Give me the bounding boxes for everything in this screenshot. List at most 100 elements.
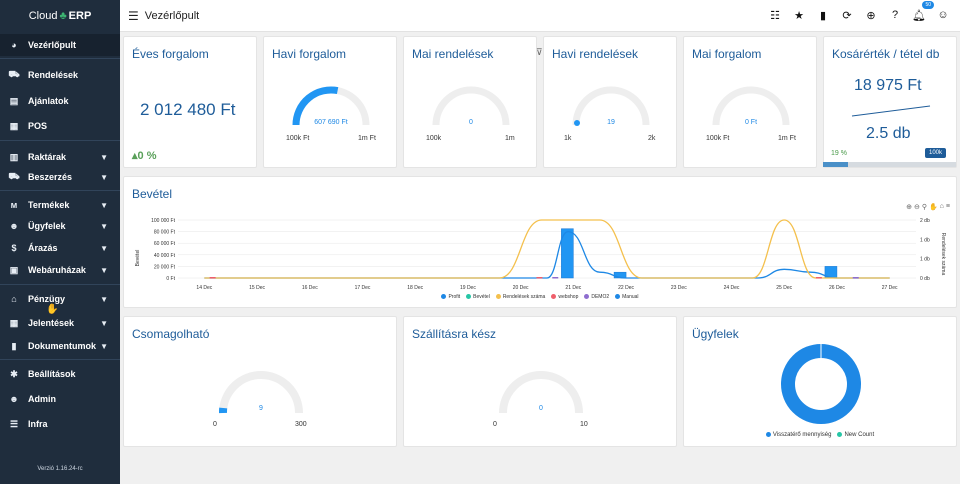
user-account-icon[interactable]: ☺ [937, 9, 949, 21]
sidebar-item-label: Beszerzés [28, 172, 73, 182]
chart-menu-icon[interactable]: ≡ [945, 203, 950, 210]
star-icon[interactable]: ★ [794, 9, 804, 22]
gauge-max: 300 [295, 421, 307, 428]
legend-item[interactable]: Visszatérő mennyiség [765, 432, 831, 438]
x-tick-label: 17 Dec [355, 285, 371, 291]
document-icon: ▤ [9, 95, 19, 106]
sidebar-item-label: Admin [28, 394, 56, 404]
x-tick-label: 23 Dec [671, 285, 687, 291]
y-axis-right-label: Rendelések száma [940, 233, 946, 276]
zoom-out-icon[interactable]: ⊖ [913, 204, 920, 211]
bell-icon[interactable]: 🔔︎ 50 [912, 1, 934, 22]
gauge-min: 100k Ft [286, 135, 310, 142]
divider [0, 190, 120, 191]
sidebar-item-offers[interactable]: ▤ Ajánlatok [0, 90, 120, 112]
legend-label: webshop [558, 294, 579, 300]
gauge-max: 1m [505, 135, 515, 142]
legend-item[interactable]: Rendelések száma [495, 294, 545, 300]
hand-cursor-icon: ✋ [46, 304, 59, 315]
x-tick-label: 20 Dec [513, 285, 529, 291]
sidebar-item-documents[interactable]: ▮ Dokumentumok ▼ [0, 335, 120, 357]
legend-dot [615, 294, 621, 300]
revenue-chart-card: Bevétel [123, 176, 957, 308]
sidebar-item-label: Webáruházak [28, 265, 86, 275]
legend-item[interactable]: Manual [615, 294, 639, 300]
ready-to-ship-gauge [499, 371, 583, 414]
chart-legend: Profit Bevétel Rendelések száma webshop DEMO… [120, 294, 960, 300]
gauge-min: 100k [426, 135, 442, 142]
help-icon[interactable]: ? [891, 9, 899, 21]
menu-toggle-icon[interactable]: ☰ [128, 8, 139, 23]
y-left-tick-label: 80 000 Ft [154, 230, 176, 236]
sidebar-item-procurement[interactable]: ⛟ Beszerzés ▼ [0, 166, 120, 188]
globe-icon[interactable]: ⊕ [866, 9, 876, 22]
sidebar-item-products[interactable]: ᴍ Termékek ▼ [0, 194, 120, 216]
divider [0, 359, 120, 360]
users-icon: ☻ [9, 221, 19, 231]
sidebar-item-settings[interactable]: ✱ Beállítások [0, 363, 120, 385]
cart-icon: ⛟ [8, 69, 20, 79]
topbar: ☰ Vezérlőpult ☷ ★ ▮ ⟳ ⊕ ? 🔔︎ 50 ☺ [120, 0, 960, 32]
card-title: Csomagolható [132, 327, 210, 341]
legend-item[interactable]: webshop [551, 294, 578, 300]
topbar-actions: ☷ ★ ▮ ⟳ ⊕ ? 🔔︎ 50 ☺ [768, 1, 950, 22]
x-tick-label: 19 Dec [460, 285, 476, 291]
legend-item[interactable]: New Count [837, 432, 874, 438]
chevron-down-icon: ▼ [100, 341, 108, 351]
palette-icon: ◕ [11, 40, 17, 50]
checklist-icon[interactable]: ☷ [770, 9, 780, 22]
x-tick-label: 21 Dec [565, 285, 581, 291]
user-gear-icon: ☻ [9, 394, 19, 404]
gauge-value: 19 [607, 119, 615, 126]
basket-divider-line [851, 105, 931, 117]
packable-card: Csomagolható 9 0 300 [123, 316, 397, 447]
sidebar-item-customers[interactable]: ☻ Ügyfelek ▼ [0, 215, 120, 237]
filter-icon[interactable]: ⊽ [536, 47, 543, 57]
series-marker [815, 277, 822, 279]
refresh-icon[interactable]: ⟳ [842, 9, 852, 22]
sidebar-item-infra[interactable]: ☰ Infra [0, 413, 120, 435]
tree-icon: ♣ [59, 10, 67, 22]
store-icon: ▣ [9, 264, 19, 275]
daily-orders-gauge [432, 86, 510, 126]
sidebar-item-orders[interactable]: ⛟ Rendelések [0, 64, 120, 86]
home-icon[interactable]: ⌂ [939, 203, 944, 210]
yearly-revenue-card: Éves forgalom 2 012 480 Ft ▴0 % [123, 36, 257, 168]
pan-icon[interactable]: ✋ [928, 204, 938, 211]
sidebar-item-reports[interactable]: ▦ Jelentések ▼ [0, 312, 120, 334]
gauge-min: 100k Ft [706, 135, 730, 142]
sidebar-item-admin[interactable]: ☻ Admin [0, 388, 120, 410]
brand-logo[interactable]: Cloud ♣ ERP [0, 0, 120, 32]
legend-item[interactable]: Bevétel [466, 294, 490, 300]
page-title: Vezérlőpult [144, 9, 200, 22]
sidebar-item-finance[interactable]: ⌂ Pénzügy ▼ [0, 288, 120, 310]
sidebar-item-warehouses[interactable]: ▥ Raktárak ▼ [0, 146, 120, 168]
sidebar-item-pricing[interactable]: $ Árazás ▼ [0, 237, 120, 259]
customers-legend: Visszatérő mennyiség New Count [684, 432, 956, 438]
sidebar-item-dashboard[interactable]: ◕ Vezérlőpult [0, 34, 120, 56]
chevron-down-icon: ▼ [100, 243, 108, 253]
legend-dot [584, 294, 590, 300]
magnify-icon[interactable]: ⚲ [921, 204, 927, 211]
ready-to-ship-card: Szállításra kész 0 0 10 [403, 316, 677, 447]
sidebar-item-webshops[interactable]: ▣ Webáruházak ▼ [0, 259, 120, 281]
daily-revenue-card: Mai forgalom 0 Ft 100k Ft 1m Ft [683, 36, 817, 168]
x-tick-label: 25 Dec [776, 285, 792, 291]
legend-item[interactable]: DEMO2 [584, 294, 609, 300]
building-icon[interactable]: ▮ [819, 9, 827, 22]
register-icon: ▦ [9, 120, 19, 131]
card-title: Mai rendelések [412, 47, 494, 61]
sidebar-item-label: Dokumentumok [28, 341, 97, 351]
daily-revenue-gauge [712, 86, 790, 126]
x-tick-label: 24 Dec [724, 285, 740, 291]
sidebar-item-label: Jelentések [28, 318, 75, 328]
x-tick-label: 15 Dec [249, 285, 265, 291]
sidebar-item-pos[interactable]: ▦ POS [0, 115, 120, 137]
zoom-in-icon[interactable]: ⊕ [906, 204, 912, 211]
chevron-down-icon: ▼ [100, 221, 108, 231]
y-axis-left-label: Bevétel [135, 250, 141, 267]
legend-item[interactable]: Profit [441, 294, 460, 300]
x-tick-label: 22 Dec [618, 285, 634, 291]
version-label: Verzió 1.16.24-rc [37, 466, 83, 472]
brand-name: Cloud [28, 10, 58, 22]
